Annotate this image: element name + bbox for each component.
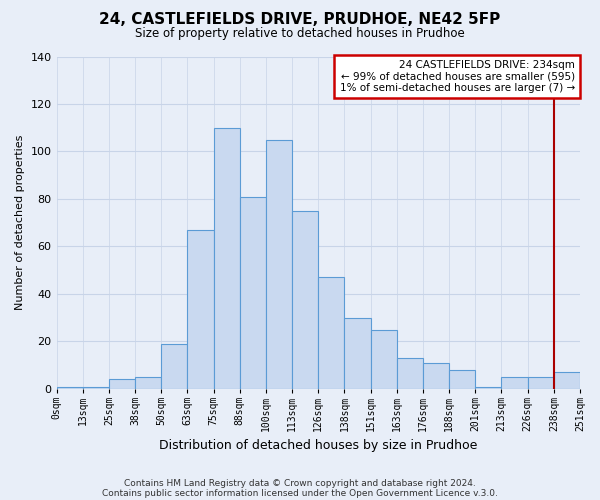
X-axis label: Distribution of detached houses by size in Prudhoe: Distribution of detached houses by size … <box>159 440 478 452</box>
Text: 24 CASTLEFIELDS DRIVE: 234sqm
← 99% of detached houses are smaller (595)
1% of s: 24 CASTLEFIELDS DRIVE: 234sqm ← 99% of d… <box>340 60 575 93</box>
Bar <box>56 386 83 389</box>
Bar <box>240 196 266 389</box>
Bar <box>423 363 449 389</box>
Bar <box>318 278 344 389</box>
Bar <box>266 140 292 389</box>
Bar <box>475 386 502 389</box>
Bar <box>371 330 397 389</box>
Bar <box>161 344 187 389</box>
Bar <box>292 211 318 389</box>
Text: Contains public sector information licensed under the Open Government Licence v.: Contains public sector information licen… <box>102 488 498 498</box>
Bar <box>83 386 109 389</box>
Bar <box>214 128 240 389</box>
Bar <box>135 377 161 389</box>
Text: Contains HM Land Registry data © Crown copyright and database right 2024.: Contains HM Land Registry data © Crown c… <box>124 478 476 488</box>
Bar <box>527 377 554 389</box>
Bar <box>397 358 423 389</box>
Text: Size of property relative to detached houses in Prudhoe: Size of property relative to detached ho… <box>135 28 465 40</box>
Text: 24, CASTLEFIELDS DRIVE, PRUDHOE, NE42 5FP: 24, CASTLEFIELDS DRIVE, PRUDHOE, NE42 5F… <box>100 12 500 28</box>
Bar <box>344 318 371 389</box>
Bar <box>502 377 527 389</box>
Y-axis label: Number of detached properties: Number of detached properties <box>15 135 25 310</box>
Bar <box>187 230 214 389</box>
Bar <box>109 380 135 389</box>
Bar <box>449 370 475 389</box>
Bar <box>554 372 580 389</box>
